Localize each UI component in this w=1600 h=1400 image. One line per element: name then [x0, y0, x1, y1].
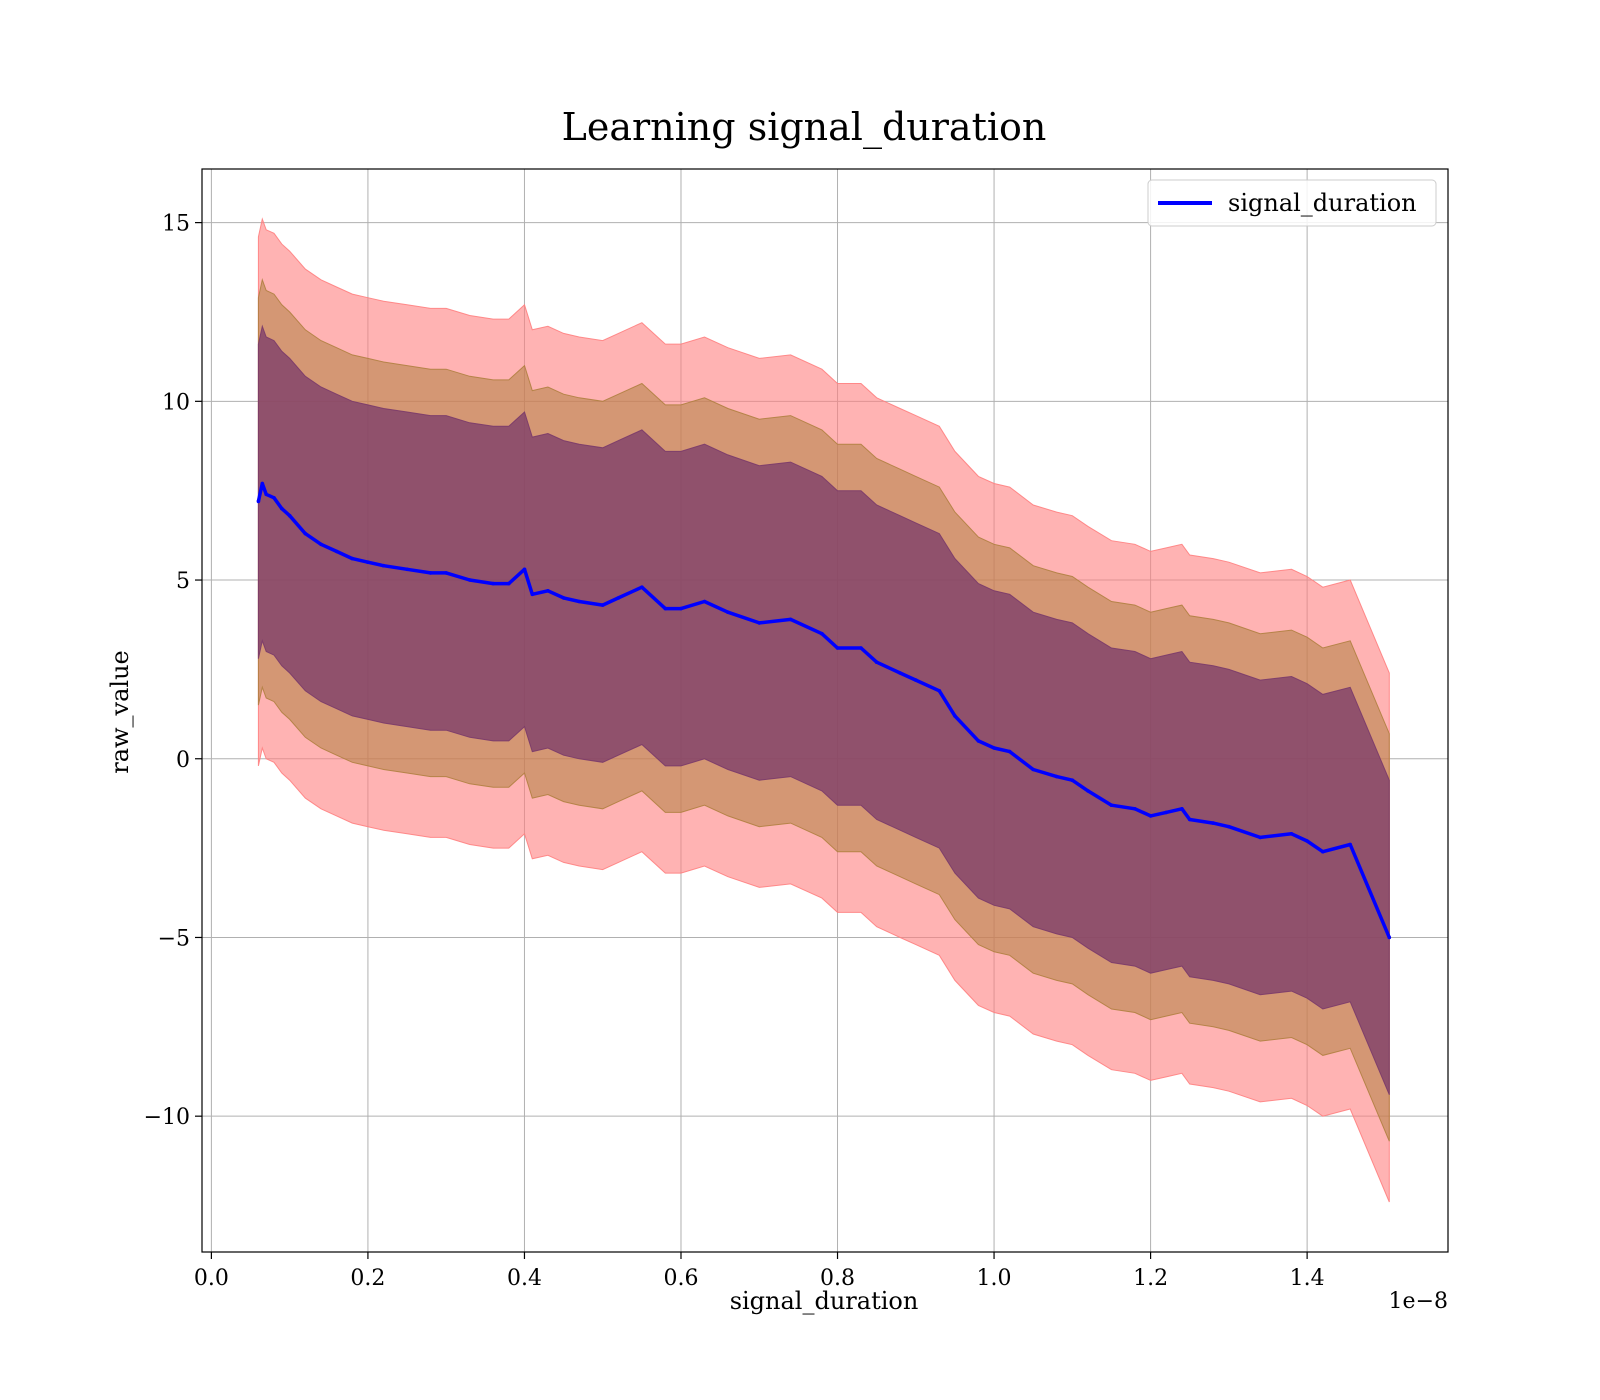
data-point: [546, 589, 550, 593]
y-axis-label: raw_value: [106, 650, 134, 774]
data-point: [381, 563, 386, 568]
y-tick-label: −10: [144, 1105, 190, 1130]
data-point: [1305, 839, 1309, 843]
data-point: [1187, 817, 1192, 822]
y-tick-label: 5: [176, 569, 190, 594]
data-point: [1007, 749, 1012, 754]
data-point: [1348, 842, 1352, 847]
y-tick-label: 10: [162, 390, 190, 415]
data-point: [1321, 849, 1325, 854]
data-point: [1227, 824, 1231, 829]
data-point: [507, 581, 511, 586]
data-point: [663, 606, 668, 611]
data-point: [264, 492, 269, 497]
data-point: [788, 617, 793, 622]
data-point: [1387, 935, 1392, 940]
data-point: [820, 631, 824, 636]
data-point: [726, 610, 730, 614]
data-point: [287, 513, 292, 518]
data-point: [640, 585, 644, 589]
data-point: [679, 606, 683, 611]
series-lines: [256, 481, 1392, 940]
band-inner: [257, 324, 1390, 1095]
data-point: [1148, 814, 1153, 818]
data-point: [937, 689, 942, 693]
data-point: [577, 599, 581, 604]
data-point: [350, 556, 355, 561]
data-point: [1289, 832, 1294, 836]
data-point: [1031, 767, 1035, 772]
data-point: [859, 646, 863, 650]
data-point: [757, 621, 762, 625]
x-tick-label: 0.6: [663, 1266, 698, 1291]
data-point: [1086, 789, 1090, 793]
confidence-bands: [257, 217, 1390, 1203]
x-tick-label: 0.0: [194, 1266, 229, 1291]
y-tick-label: −5: [158, 926, 190, 951]
legend-label: signal_duration: [1228, 189, 1417, 217]
data-point: [260, 481, 265, 486]
data-point: [898, 671, 902, 675]
x-axis-label: signal_duration: [730, 1287, 919, 1315]
data-point: [1070, 778, 1075, 782]
data-point: [1258, 835, 1262, 840]
data-point: [600, 603, 605, 607]
data-point: [1054, 774, 1059, 779]
data-point: [616, 596, 621, 600]
data-point: [522, 567, 527, 572]
x-tick-label: 1.2: [1133, 1266, 1168, 1291]
data-point: [953, 714, 957, 718]
data-point: [405, 567, 409, 572]
data-point: [319, 542, 323, 547]
data-point: [491, 581, 496, 586]
data-point: [1109, 803, 1114, 807]
data-point: [256, 499, 261, 504]
data-point: [467, 578, 472, 582]
data-point: [272, 496, 276, 500]
y-tick-label: 15: [162, 212, 190, 237]
data-point: [1133, 807, 1137, 811]
legend-box: [1147, 179, 1437, 227]
chart-title: Learning signal_duration: [562, 105, 1047, 150]
axis-ticks: 0.0 0.2 0.4 0.6 0.8 1.0 1.2 1.4 −10 −5 0 5 10 15: [144, 212, 1325, 1291]
data-point: [530, 592, 535, 597]
data-point: [1211, 821, 1215, 825]
data-point: [444, 571, 449, 575]
data-point: [303, 531, 308, 536]
x-tick-label: 0.2: [350, 1266, 385, 1291]
data-point: [1180, 807, 1184, 811]
x-axis-offset-label: 1e−8: [1389, 1289, 1448, 1314]
data-point: [334, 549, 339, 554]
y-tick-label: 0: [176, 748, 190, 773]
data-point: [428, 571, 433, 575]
data-point: [702, 599, 707, 604]
data-point: [561, 596, 566, 600]
data-point: [366, 560, 370, 564]
x-tick-label: 1.4: [1290, 1266, 1325, 1291]
legend: signal_duration: [1147, 179, 1437, 227]
data-point: [280, 506, 284, 511]
x-tick-label: 1.0: [977, 1266, 1012, 1291]
data-point: [976, 739, 981, 743]
x-tick-label: 0.8: [820, 1266, 855, 1291]
plot-frame: [201, 168, 1449, 1253]
data-point: [914, 678, 918, 682]
data-point: [1164, 810, 1168, 815]
data-point: [874, 660, 879, 664]
x-tick-label: 0.4: [507, 1266, 542, 1291]
data-point: [992, 746, 996, 750]
data-point: [835, 646, 840, 650]
